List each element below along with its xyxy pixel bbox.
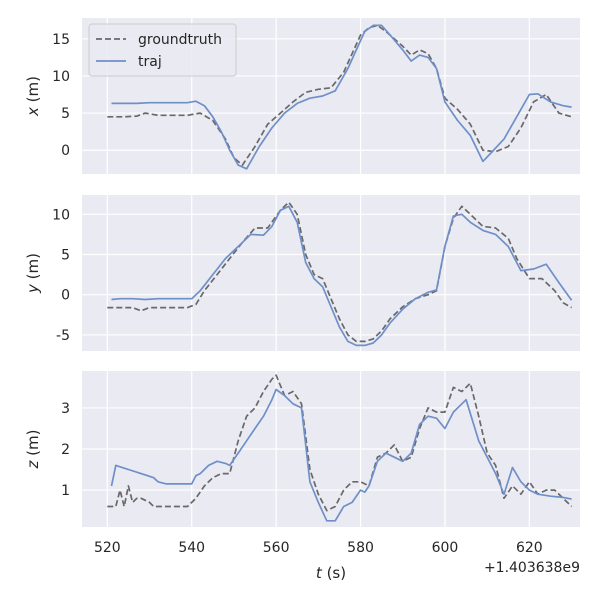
y-tick-label: 10	[52, 207, 70, 223]
y-axis-label-unit: (m)	[24, 430, 42, 461]
x-axis-offset-label: +1.403638e9	[484, 560, 580, 576]
legend-frame	[88, 23, 237, 77]
y-tick-label: -5	[56, 328, 70, 344]
series-line-groundtruth	[107, 24, 572, 166]
y-tick-label: 5	[61, 106, 70, 122]
y-tick-label: 15	[52, 32, 70, 48]
series-line-traj	[110, 388, 572, 522]
x-tick-label: 520	[94, 540, 121, 556]
series-line-groundtruth	[107, 201, 573, 343]
y-tick-label: 2	[61, 442, 70, 458]
legend-label-traj: traj	[138, 54, 162, 70]
y-axis-label: x (m)	[24, 76, 42, 117]
x-axis-label-unit: (s)	[322, 564, 346, 582]
y-axis-label: y (m)	[24, 253, 42, 294]
y-tick-label: 1	[61, 483, 70, 499]
x-tick-label: 540	[178, 540, 205, 556]
x-tick-label: 600	[432, 540, 459, 556]
panel-3: 520 540 560 580 600 620 1 2 3 z (m)	[24, 371, 580, 556]
y-axis-label-var: x	[24, 107, 42, 117]
x-tick-label: 620	[516, 540, 543, 556]
y-tick-label: 5	[61, 248, 70, 264]
y-axis-label-unit: (m)	[24, 253, 42, 284]
panels-group: 0 5 10 15 x (m) -5 0 5 10 y (m) 520 540 560 580 600 620…	[24, 18, 580, 556]
y-tick-label: 0	[61, 288, 70, 304]
y-axis-label: z (m)	[24, 430, 42, 470]
panel-2: -5 0 5 10 y (m)	[24, 195, 580, 351]
x-axis-label: t (s)	[316, 564, 346, 582]
y-tick-label: 0	[61, 143, 70, 159]
y-axis-label-unit: (m)	[24, 76, 42, 107]
plot-area	[82, 195, 580, 351]
y-tick-label: 3	[61, 401, 70, 417]
x-tick-label: 560	[263, 540, 290, 556]
legend-label-groundtruth: groundtruth	[138, 32, 222, 48]
x-tick-label: 580	[347, 540, 374, 556]
legend: groundtruth traj	[88, 23, 237, 77]
y-axis-label-var: z	[24, 459, 42, 469]
series-line-traj	[111, 205, 573, 347]
series-line-traj	[111, 24, 572, 170]
y-axis-label-var: y	[24, 283, 42, 294]
y-tick-label: 10	[52, 69, 70, 85]
x-axis-label-var: t	[316, 564, 323, 582]
series-line-groundtruth	[107, 374, 573, 512]
